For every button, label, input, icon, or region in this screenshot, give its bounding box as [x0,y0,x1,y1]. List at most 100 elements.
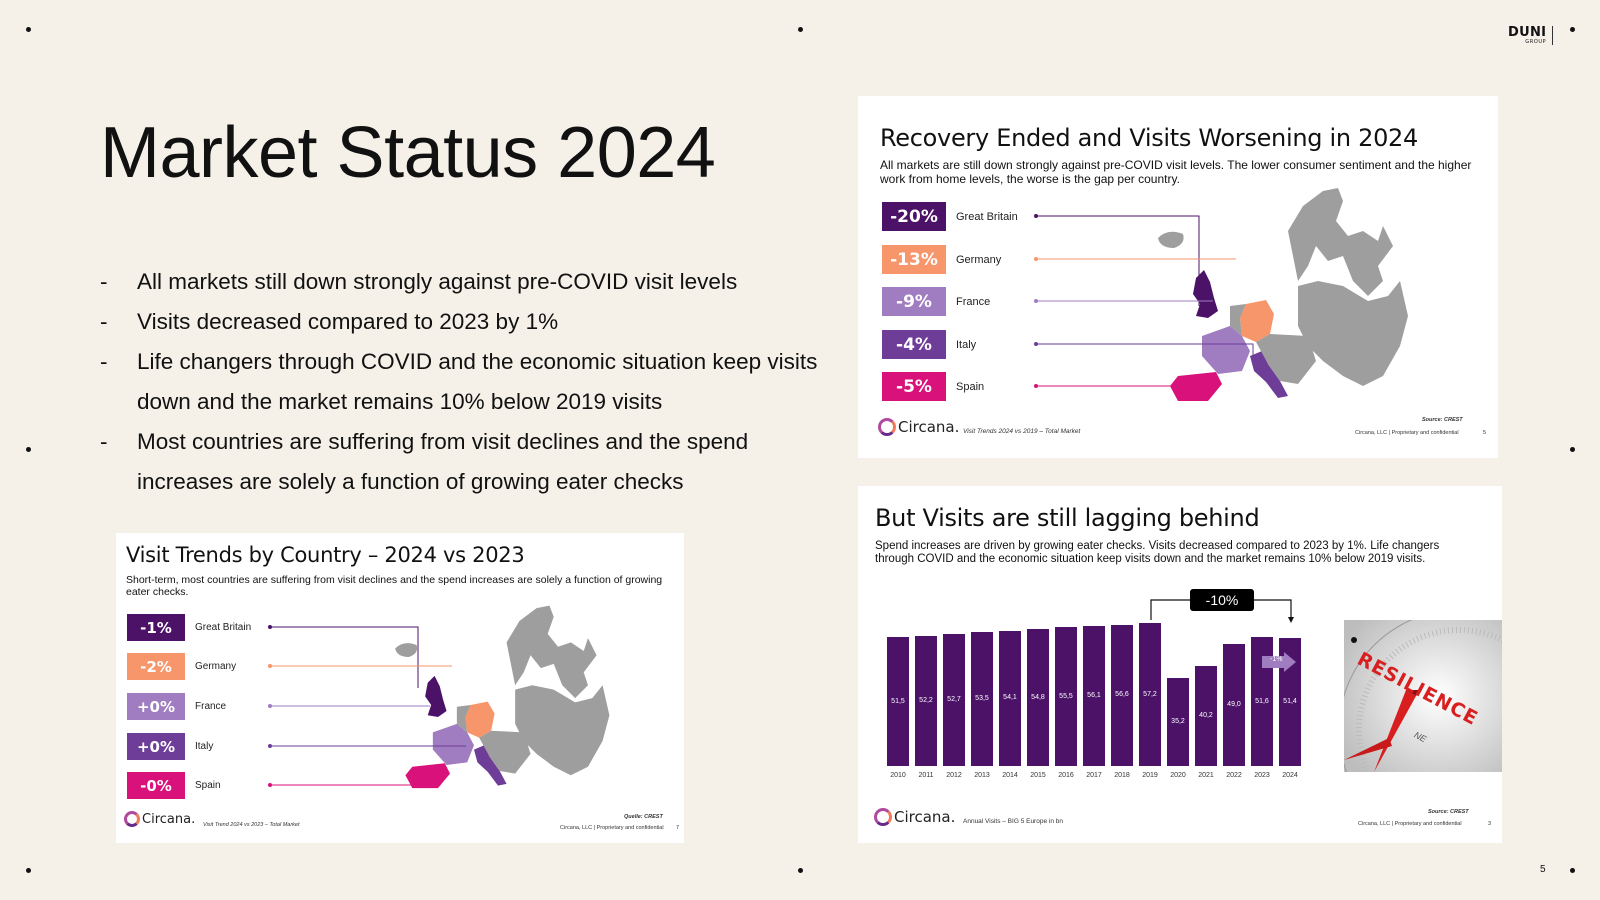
footnote: Annual Visits – BIG 5 Europe in bn [963,818,1063,825]
bar-2011 [914,635,938,766]
value-badge: -2% [127,653,185,680]
bar-value-label: 52,2 [919,696,933,704]
europe-map [395,605,610,789]
trends-card: Visit Trends by Country – 2024 vs 2023 S… [116,533,684,843]
bar-2020 [1166,678,1190,766]
value-badge: -4% [882,330,946,359]
confidential-note: Circana, LLC | Proprietary and confident… [1358,821,1462,827]
lagging-title: But Visits are still lagging behind [875,504,1260,532]
bar-value-label: 51,6 [1255,697,1269,705]
circana-mark-icon [874,808,892,826]
country-label: Italy [956,338,977,351]
legend-row: -0% Spain [127,772,221,799]
bar-value-label: 35,2 [1171,718,1185,725]
bar-2015 [1026,629,1050,766]
bar-2017 [1082,625,1106,766]
circana-brand: Circana. [894,808,956,826]
x-tick-label: 2022 [1226,772,1242,779]
slide-number: 3 [1488,821,1492,827]
value-badge: -13% [882,245,946,274]
circana-mark-icon [878,418,896,436]
bar-value-label: 56,1 [1087,691,1101,699]
bar-value-label: 52,7 [947,696,961,704]
bar-value-label: 53,5 [975,695,989,703]
bullet-item: Most countries are suffering from visit … [100,422,820,502]
map-germany [1240,300,1274,342]
bullet-item: Visits decreased compared to 2023 by 1% [100,302,820,342]
map-iceland [1158,231,1184,248]
bar-2014 [998,630,1022,766]
legend-row: -5% Spain [882,372,984,401]
circana-brand: Circana. [142,811,196,827]
map-france [1202,326,1250,374]
circana-mark-icon [124,811,140,827]
map-italy [1250,351,1288,398]
corner-dot [1570,27,1575,32]
bar-value-label: 40,2 [1199,711,1213,719]
country-label: Italy [195,741,214,752]
confidential-note: Circana, LLC | Proprietary and confident… [1355,430,1459,436]
value-badge: -1% [127,614,185,641]
x-tick-label: 2019 [1142,772,1158,779]
bullet-list: All markets still down strongly against … [100,262,820,502]
x-tick-label: 2020 [1170,772,1186,779]
connector-lines [268,625,466,787]
corner-dot [798,27,803,32]
confidential-note: Circana, LLC | Proprietary and confident… [560,825,664,831]
bar-2010 [886,637,910,766]
circana-brand: Circana. [898,418,960,436]
recovery-card: Recovery Ended and Visits Worsening in 2… [858,96,1498,458]
corner-dot [1570,447,1575,452]
corner-dot [1570,868,1575,873]
bar-value-label: 54,1 [1003,694,1017,702]
map-spain [1170,372,1222,401]
map-balkans [1256,334,1316,384]
map-central [1230,304,1246,336]
legend-row: -9% France [882,287,990,316]
lagging-card: But Visits are still lagging behind Spen… [858,486,1502,843]
bar-2022 [1222,643,1246,766]
bar-2013 [970,632,994,766]
page-number: 5 [1540,864,1546,875]
bar-value-label: 56,6 [1115,691,1129,699]
x-tick-label: 2023 [1254,772,1270,779]
x-tick-label: 2014 [1002,772,1018,779]
bar-2021 [1194,665,1218,766]
footnote: Visit Trend 2024 vs 2023 – Total Market [203,822,300,828]
country-label: France [195,701,227,712]
source-note: Quelle: CREST [624,814,663,820]
page-title: Market Status 2024 [100,113,716,193]
map-east-europe [1298,281,1408,386]
legend-row: -1% Great Britain [127,614,251,641]
x-tick-label: 2010 [890,772,906,779]
legend-row: -20% Great Britain [882,202,1018,231]
slide-number: 7 [676,825,680,831]
circana-logo: Circana. [878,418,959,436]
value-badge: -9% [882,287,946,316]
country-label: Spain [956,380,985,393]
bullet-item: Life changers through COVID and the econ… [100,342,820,422]
footnote: Visit Trends 2024 vs 2019 – Total Market [963,428,1081,435]
connector-italy [1036,343,1254,364]
x-tick-label: 2024 [1282,772,1298,779]
x-tick-label: 2017 [1086,772,1102,779]
corner-dot [26,447,31,452]
x-tick-label: 2016 [1058,772,1074,779]
bullet-item: All markets still down strongly against … [100,262,820,302]
bar-value-label: 54,8 [1031,693,1045,701]
bar-2023 [1250,637,1274,766]
value-badge: +0% [127,693,185,720]
trends-title: Visit Trends by Country – 2024 vs 2023 [126,543,525,567]
value-badge: -0% [127,772,185,799]
trend-arrow [1262,652,1296,672]
connector-great-britain [1036,215,1200,306]
x-tick-label: 2015 [1030,772,1046,779]
country-label: Germany [956,253,1002,266]
trends-subtitle: Short-term, most countries are suffering… [126,574,663,599]
x-tick-label: 2012 [946,772,962,779]
recovery-title: Recovery Ended and Visits Worsening in 2… [880,124,1418,152]
x-tick-label: 2011 [918,772,934,779]
bar-value-label: 51,4 [1283,697,1297,705]
bar-value-label: 49,0 [1227,700,1241,708]
legend-row: +0% Italy [127,733,213,760]
